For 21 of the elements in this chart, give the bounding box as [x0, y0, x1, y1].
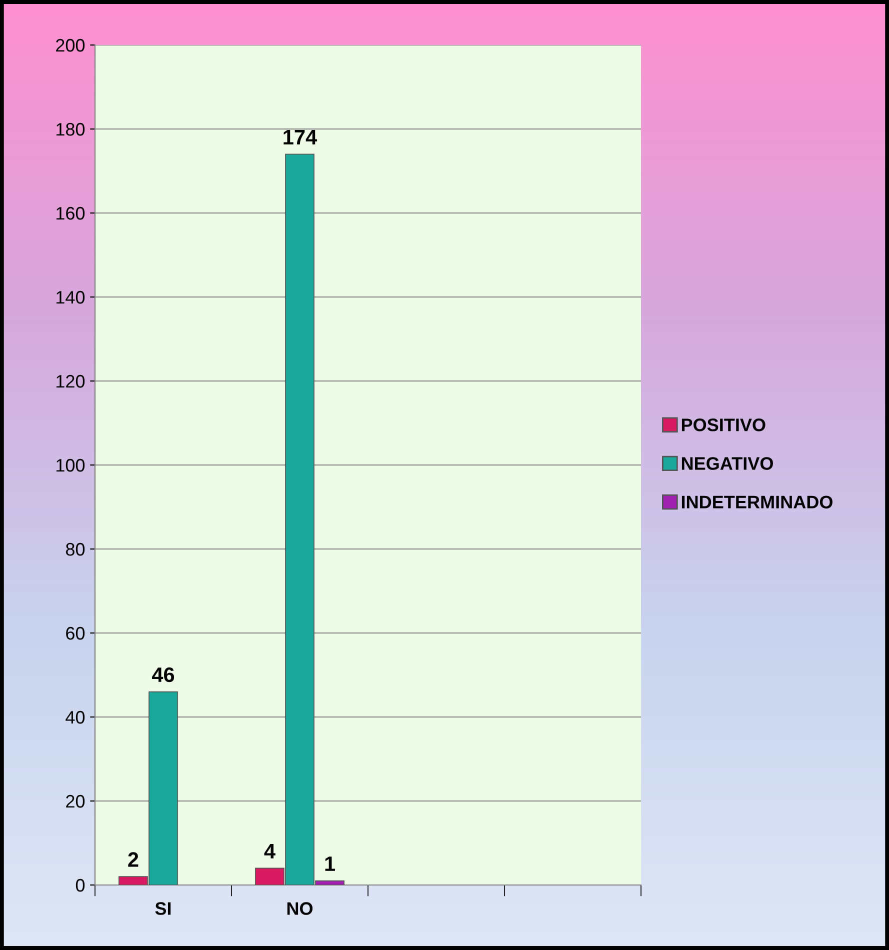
data-label: 1 [325, 856, 335, 871]
legend-label: INDETERMINADO [682, 496, 832, 508]
y-tick-label: 0 [76, 878, 85, 892]
data-label: 2 [128, 852, 138, 867]
legend-label: NEGATIVO [682, 457, 773, 470]
y-tick-label: 180 [56, 122, 85, 136]
y-tick-label: 80 [66, 542, 85, 556]
x-tick-label: NO [287, 902, 313, 915]
legend-label: POSITIVO [682, 418, 766, 432]
y-tick-label: 200 [56, 38, 85, 52]
y-tick-label: 160 [56, 206, 85, 220]
x-tick-label: SI [155, 902, 171, 915]
data-label: 46 [152, 667, 174, 682]
y-tick-label: 140 [56, 290, 85, 304]
y-tick-label: 100 [56, 458, 85, 472]
y-tick-label: 120 [56, 374, 85, 388]
y-tick-label: 20 [66, 794, 85, 808]
y-tick-label: 40 [66, 710, 85, 724]
data-label: 174 [284, 130, 318, 144]
data-label: 4 [264, 844, 276, 858]
y-tick-label: 60 [66, 626, 85, 640]
